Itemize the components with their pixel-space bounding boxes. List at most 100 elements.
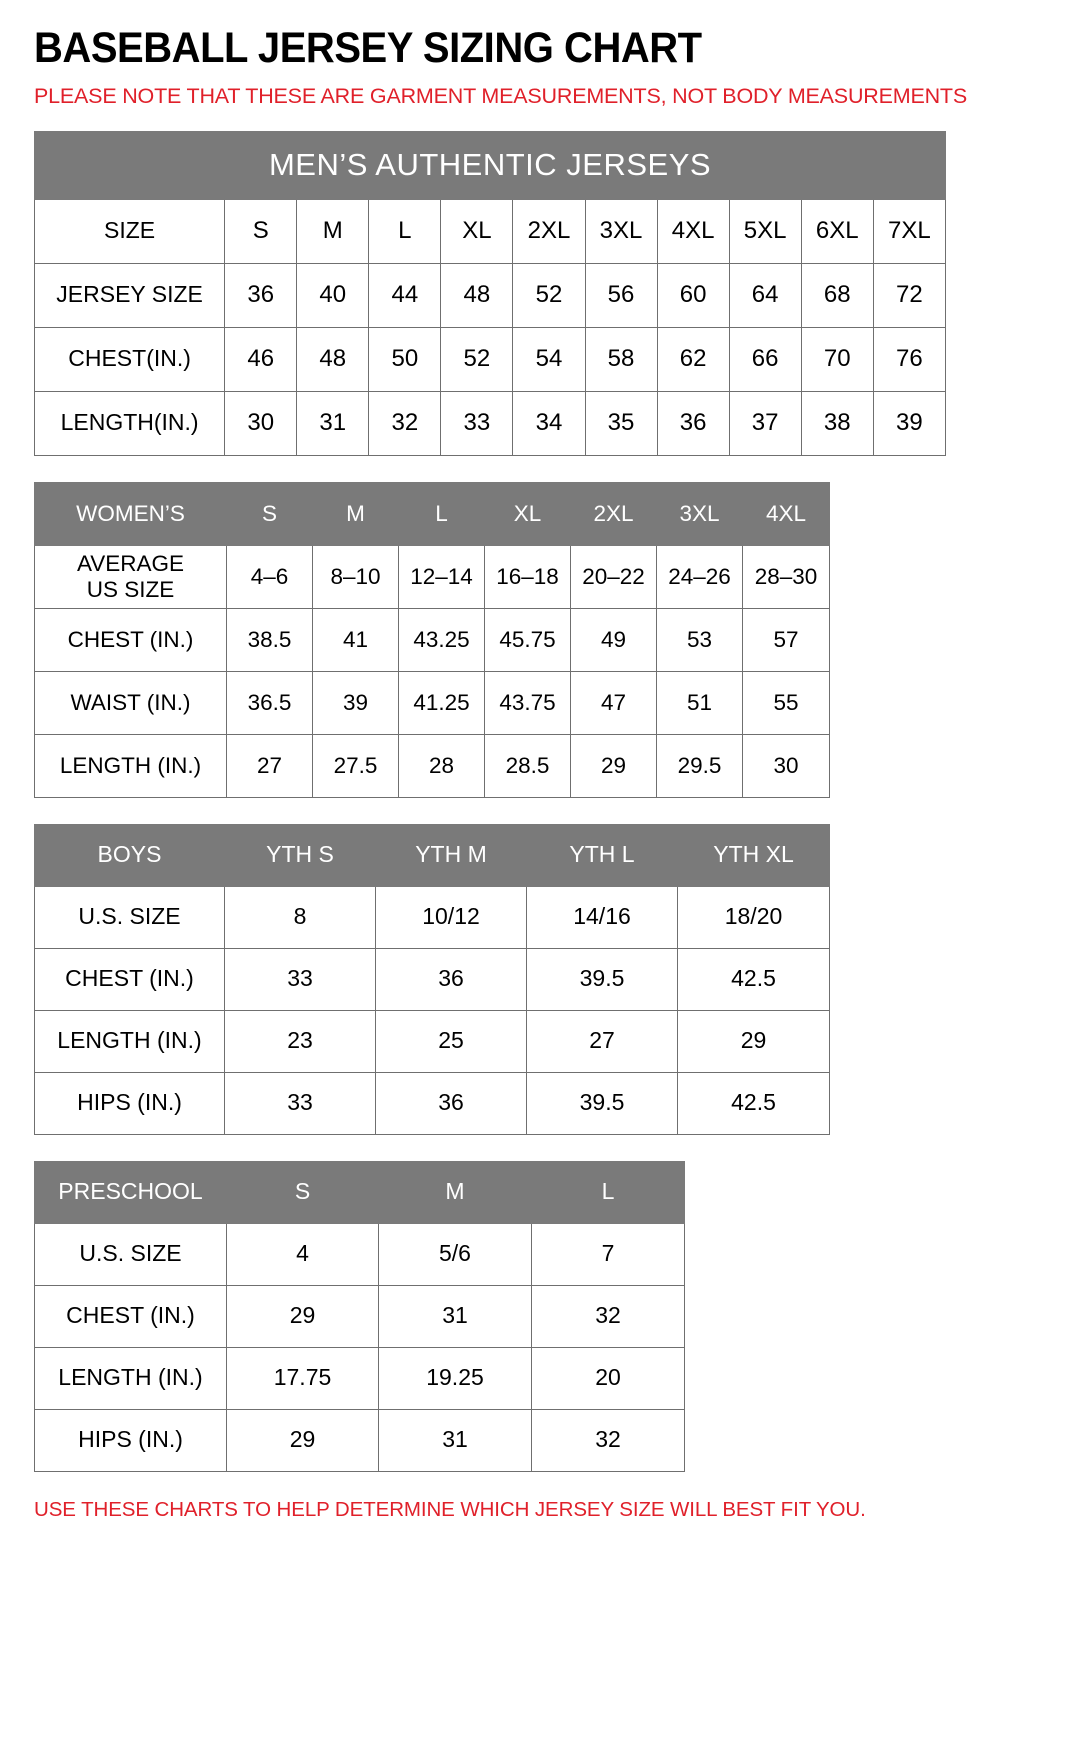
boys-chest-yth-l: 39.5 (526, 947, 678, 1011)
boys-us-size-yth-s: 8 (224, 885, 376, 949)
men-length-4xl: 36 (656, 390, 730, 456)
men-header-7xl: 7XL (872, 198, 947, 264)
garment-measurement-notice: PLEASE NOTE THAT THESE ARE GARMENT MEASU… (34, 84, 967, 109)
women-row-label-average-us-size: AVERAGE US SIZE (34, 544, 227, 609)
women-row-label-line1: AVERAGE (76, 551, 185, 577)
preschool-chest-s: 29 (226, 1284, 379, 1348)
men-chest-7xl: 76 (872, 326, 947, 392)
women-us-size-2xl: 20–22 (570, 544, 657, 609)
men-chest-4xl: 62 (656, 326, 730, 392)
women-length-s: 27 (226, 733, 313, 798)
women-waist-4xl: 55 (742, 670, 830, 735)
women-chest-l: 43.25 (398, 607, 485, 672)
preschool-chest-l: 32 (531, 1284, 685, 1348)
preschool-us-size-s: 4 (226, 1222, 379, 1286)
boys-jerseys-table: BOYS YTH S YTH M YTH L YTH XL U.S. SIZE … (34, 823, 830, 1135)
boys-length-yth-xl: 29 (677, 1009, 830, 1073)
men-header-m: M (296, 198, 370, 264)
women-header-3xl: 3XL (656, 481, 743, 546)
mens-table-banner-label: MEN’S AUTHENTIC JERSEYS (34, 130, 946, 200)
women-us-size-l: 12–14 (398, 544, 485, 609)
boys-row-label-us-size: U.S. SIZE (34, 885, 225, 949)
men-header-6xl: 6XL (800, 198, 874, 264)
women-header-title: WOMEN’S (34, 481, 227, 546)
women-chest-xl: 45.75 (484, 607, 571, 672)
men-jersey-size-2xl: 52 (512, 262, 586, 328)
men-jersey-size-3xl: 56 (584, 262, 658, 328)
men-length-xl: 33 (440, 390, 514, 456)
women-header-4xl: 4XL (742, 481, 830, 546)
preschool-length-l: 20 (531, 1346, 685, 1410)
men-length-s: 30 (224, 390, 298, 456)
preschool-row-label-us-size: U.S. SIZE (34, 1222, 227, 1286)
boys-header-yth-s: YTH S (224, 823, 376, 887)
table-row: HIPS (IN.) 29 31 32 (34, 1408, 685, 1472)
women-chest-4xl: 57 (742, 607, 830, 672)
women-row-label-length: LENGTH (IN.) (34, 733, 227, 798)
men-jersey-size-6xl: 68 (800, 262, 874, 328)
boys-us-size-yth-m: 10/12 (375, 885, 527, 949)
women-chest-3xl: 53 (656, 607, 743, 672)
boys-row-label-chest: CHEST (IN.) (34, 947, 225, 1011)
women-us-size-3xl: 24–26 (656, 544, 743, 609)
women-waist-l: 41.25 (398, 670, 485, 735)
preschool-hips-s: 29 (226, 1408, 379, 1472)
men-jersey-size-m: 40 (296, 262, 370, 328)
men-chest-2xl: 54 (512, 326, 586, 392)
women-waist-m: 39 (312, 670, 399, 735)
women-length-xl: 28.5 (484, 733, 571, 798)
women-us-size-s: 4–6 (226, 544, 313, 609)
men-jersey-size-l: 44 (368, 262, 442, 328)
men-header-xl: XL (440, 198, 514, 264)
preschool-hips-l: 32 (531, 1408, 685, 1472)
men-length-6xl: 38 (800, 390, 874, 456)
men-row-label-length: LENGTH(IN.) (33, 390, 226, 456)
table-row: LENGTH (IN.) 23 25 27 29 (34, 1009, 830, 1073)
men-length-m: 31 (296, 390, 370, 456)
preschool-us-size-l: 7 (531, 1222, 685, 1286)
boys-table-header-row: BOYS YTH S YTH M YTH L YTH XL (34, 823, 830, 887)
boys-chest-yth-s: 33 (224, 947, 376, 1011)
mens-authentic-jerseys-table: MEN’S AUTHENTIC JERSEYS SIZE S M L XL 2X… (33, 130, 947, 456)
women-header-xl: XL (484, 481, 571, 546)
men-header-size: SIZE (33, 198, 226, 264)
preschool-header-l: L (531, 1160, 685, 1224)
women-length-4xl: 30 (742, 733, 830, 798)
boys-chest-yth-xl: 42.5 (677, 947, 830, 1011)
men-chest-3xl: 58 (584, 326, 658, 392)
men-header-l: L (368, 198, 442, 264)
preschool-hips-m: 31 (378, 1408, 532, 1472)
boys-length-yth-l: 27 (526, 1009, 678, 1073)
women-waist-xl: 43.75 (484, 670, 571, 735)
women-us-size-4xl: 28–30 (742, 544, 830, 609)
men-header-s: S (224, 198, 298, 264)
preschool-us-size-m: 5/6 (378, 1222, 532, 1286)
preschool-length-s: 17.75 (226, 1346, 379, 1410)
women-chest-s: 38.5 (226, 607, 313, 672)
preschool-row-label-hips: HIPS (IN.) (34, 1408, 227, 1472)
preschool-header-m: M (378, 1160, 532, 1224)
women-length-2xl: 29 (570, 733, 657, 798)
men-length-7xl: 39 (872, 390, 947, 456)
women-waist-2xl: 47 (570, 670, 657, 735)
men-jersey-size-xl: 48 (440, 262, 514, 328)
women-chest-m: 41 (312, 607, 399, 672)
preschool-chest-m: 31 (378, 1284, 532, 1348)
men-row-label-chest: CHEST(IN.) (33, 326, 226, 392)
women-length-3xl: 29.5 (656, 733, 743, 798)
women-header-s: S (226, 481, 313, 546)
boys-us-size-yth-xl: 18/20 (677, 885, 830, 949)
table-row: CHEST (IN.) 29 31 32 (34, 1284, 685, 1348)
men-chest-s: 46 (224, 326, 298, 392)
boys-us-size-yth-l: 14/16 (526, 885, 678, 949)
womens-jerseys-table: WOMEN’S S M L XL 2XL 3XL 4XL AVERAGE US … (34, 481, 830, 798)
mens-table-banner-row: MEN’S AUTHENTIC JERSEYS (34, 130, 946, 200)
footer-note: USE THESE CHARTS TO HELP DETERMINE WHICH… (34, 1497, 866, 1521)
men-header-3xl: 3XL (584, 198, 658, 264)
men-length-3xl: 35 (584, 390, 658, 456)
men-length-2xl: 34 (512, 390, 586, 456)
boys-hips-yth-xl: 42.5 (677, 1071, 830, 1135)
women-row-label-waist: WAIST (IN.) (34, 670, 227, 735)
preschool-table-header-row: PRESCHOOL S M L (34, 1160, 685, 1224)
men-chest-xl: 52 (440, 326, 514, 392)
